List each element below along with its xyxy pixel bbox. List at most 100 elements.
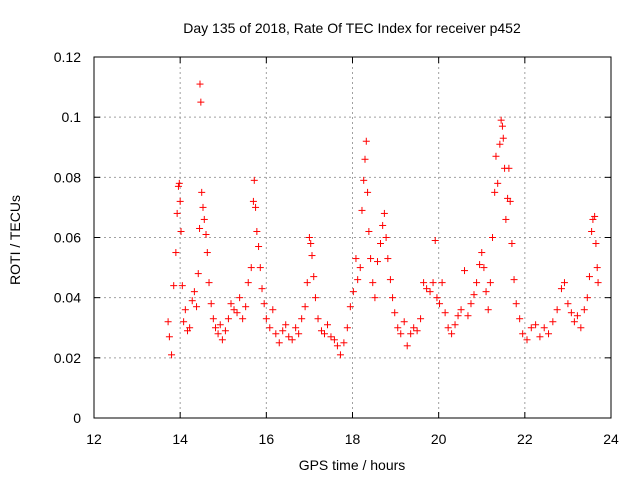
y-axis-ticks: 0 0.02 0.04 0.06 0.08 0.1 0.12 [54, 49, 611, 426]
data-point [190, 288, 198, 296]
data-point [560, 279, 568, 287]
data-point [244, 279, 252, 287]
data-point [282, 321, 290, 329]
x-tick-label: 12 [86, 431, 102, 447]
data-point [573, 312, 581, 320]
data-point [494, 179, 502, 187]
data-point [489, 234, 497, 241]
data-point [214, 330, 222, 338]
data-point [436, 300, 444, 308]
data-point [172, 249, 180, 257]
x-tick-label: 16 [259, 431, 275, 447]
data-point [288, 336, 296, 344]
data-point [413, 327, 421, 335]
data-point [298, 315, 306, 323]
data-point [358, 206, 366, 214]
data-point [464, 312, 472, 320]
data-point [380, 209, 388, 217]
data-point [324, 321, 332, 329]
data-point [356, 264, 364, 272]
data-point [577, 324, 585, 332]
x-tick-label: 24 [603, 431, 619, 447]
x-tick-label: 14 [172, 431, 188, 447]
data-point [369, 279, 377, 287]
data-point [197, 98, 205, 106]
data-point [512, 300, 520, 308]
data-point [258, 285, 266, 293]
data-point [426, 288, 434, 296]
data-point [227, 300, 235, 308]
data-point [336, 351, 344, 359]
data-point [218, 336, 226, 344]
data-point [252, 203, 260, 211]
data-point [429, 279, 437, 287]
data-point [553, 306, 561, 314]
data-point [508, 240, 516, 248]
data-point [467, 300, 475, 308]
y-tick-label: 0.02 [54, 350, 81, 366]
data-point [247, 264, 255, 272]
data-point [239, 315, 247, 323]
data-point [478, 249, 486, 257]
x-tick-label: 20 [431, 431, 447, 447]
data-point [230, 306, 238, 314]
data-point [242, 303, 250, 311]
data-point [260, 300, 268, 308]
data-point [250, 176, 258, 184]
data-point [196, 80, 204, 88]
data-point [557, 285, 565, 293]
data-point [174, 182, 182, 190]
data-point [200, 215, 208, 223]
data-point [400, 318, 408, 326]
data-point [476, 261, 484, 269]
y-axis-label: ROTI / TECUs [7, 195, 23, 285]
data-point [441, 309, 449, 317]
data-point [364, 188, 372, 196]
data-point [484, 306, 492, 314]
data-point [594, 279, 602, 287]
data-point [473, 279, 481, 287]
data-point [499, 134, 507, 142]
data-point [588, 227, 596, 235]
data-point [365, 227, 373, 235]
data-point [340, 339, 348, 347]
data-point [536, 333, 544, 341]
data-point [497, 116, 505, 124]
data-point [279, 327, 287, 335]
x-axis-ticks: 12 14 16 18 20 22 24 [86, 57, 619, 447]
data-point [433, 294, 441, 302]
data-point [403, 342, 411, 350]
data-point [178, 282, 186, 290]
data-point [379, 221, 387, 229]
data-point [266, 324, 274, 332]
data-point [444, 324, 452, 332]
data-point [532, 321, 540, 329]
data-point [420, 279, 428, 287]
data-point [164, 318, 172, 326]
data-point [354, 276, 362, 284]
data-point [567, 309, 575, 317]
data-point [516, 315, 524, 323]
data-point [205, 279, 213, 287]
data-point [275, 339, 283, 347]
data-point [457, 306, 465, 314]
y-tick-label: 0.12 [54, 49, 81, 65]
data-point [303, 279, 311, 287]
data-point [262, 315, 270, 323]
data-point [362, 137, 370, 145]
data-point [180, 318, 188, 326]
data-point [177, 227, 185, 235]
data-point [272, 330, 280, 338]
data-point [592, 240, 600, 248]
data-point [591, 212, 599, 220]
data-point [292, 324, 300, 332]
data-point [314, 315, 322, 323]
data-point [523, 336, 531, 344]
data-point [307, 240, 315, 248]
data-point [373, 258, 381, 266]
data-point [386, 276, 394, 284]
data-point [346, 303, 354, 311]
data-point [545, 330, 553, 338]
